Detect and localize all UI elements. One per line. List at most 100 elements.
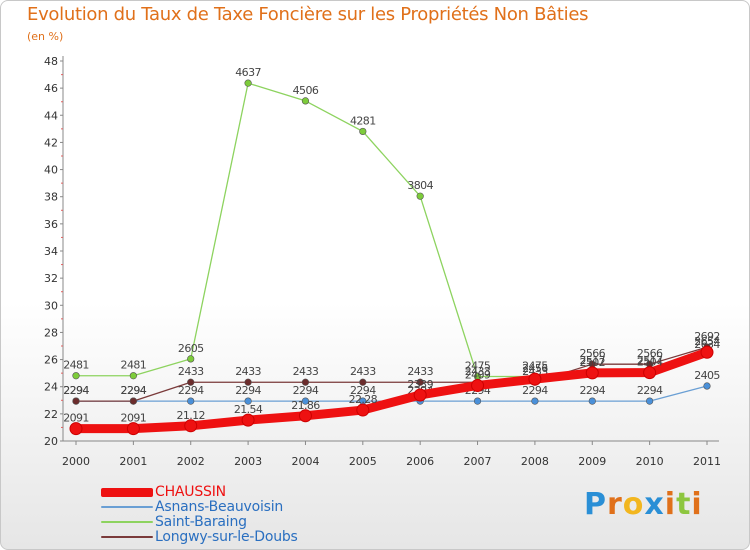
data-label-1: 2481 <box>63 359 89 372</box>
data-point-2 <box>416 378 424 386</box>
data-point-2 <box>301 378 310 386</box>
x-tick-label: 2002 <box>177 455 205 468</box>
data-label-1: 3804 <box>407 179 433 192</box>
data-label-2: 2433 <box>350 365 376 378</box>
data-label-2: 2433 <box>178 365 204 378</box>
data-label-0: 2294 <box>637 384 663 397</box>
data-label-3: 21.54 <box>234 403 263 416</box>
logo-letter: t <box>676 487 692 522</box>
y-tick-label: 48 <box>44 55 58 68</box>
data-point-1 <box>187 355 195 363</box>
data-point-0 <box>473 397 482 405</box>
data-point-1 <box>359 127 367 136</box>
logo-letter: i <box>664 487 677 522</box>
data-label-2: 2433 <box>235 365 261 378</box>
x-tick-label: 2007 <box>464 455 492 468</box>
data-point-0 <box>531 397 539 405</box>
data-label-0: 2294 <box>178 384 204 397</box>
data-label-0: 2294 <box>235 384 261 397</box>
data-label-0: 2405 <box>694 369 720 382</box>
data-point-0 <box>646 397 654 405</box>
data-point-chaussin <box>356 403 370 417</box>
data-point-chaussin <box>471 378 485 392</box>
legend-swatch-saint-baraing <box>101 521 153 523</box>
y-tick-label: 32 <box>44 272 58 285</box>
y-tick-label: 22 <box>44 408 58 421</box>
data-point-0 <box>588 397 596 405</box>
data-label-3: 2654 <box>694 335 720 348</box>
data-point-chaussin <box>643 366 657 380</box>
data-label-1: 2481 <box>121 359 147 372</box>
data-point-chaussin <box>241 413 255 427</box>
data-point-2 <box>359 378 367 386</box>
y-tick-label: 34 <box>44 245 58 258</box>
data-label-3: 2339 <box>407 378 433 391</box>
x-tick-label: 2001 <box>119 455 147 468</box>
data-label-1: 4281 <box>350 114 376 127</box>
data-point-chaussin <box>126 422 140 436</box>
proxiti-logo: Proxiti <box>584 487 703 522</box>
y-tick-label: 20 <box>44 435 58 448</box>
series-line-3 <box>71 347 712 434</box>
data-point-0 <box>301 397 310 405</box>
data-point-1 <box>301 97 310 105</box>
data-label-2: 2294 <box>121 384 147 397</box>
data-label-0: 2294 <box>121 384 147 397</box>
data-label-3: 2409 <box>465 368 491 381</box>
y-tick-label: 24 <box>44 381 58 394</box>
series-line-1 <box>75 82 708 378</box>
data-label-1: 2475 <box>465 360 491 373</box>
data-label-0: 2294 <box>579 384 605 397</box>
data-label-3: 2091 <box>121 412 147 425</box>
x-tick-label: 2004 <box>291 455 319 468</box>
legend-swatch-longwy-sur-le-doubs <box>101 536 153 538</box>
data-label-1: 4506 <box>293 84 319 97</box>
data-point-chaussin <box>528 372 542 386</box>
data-point-chaussin <box>184 419 198 433</box>
data-label-0: 2294 <box>63 384 89 397</box>
logo-letter: x <box>644 487 665 522</box>
data-label-1: 4637 <box>235 66 261 79</box>
x-tick-label: 2008 <box>521 455 549 468</box>
logo-letter: i <box>691 487 703 522</box>
logo-letter: P <box>584 487 607 522</box>
legend-label-chaussin: CHAUSSIN <box>155 484 226 500</box>
data-point-chaussin <box>700 345 714 359</box>
x-tick-label: 2011 <box>693 455 721 468</box>
data-point-0 <box>187 397 195 405</box>
data-point-2 <box>244 378 252 386</box>
logo-letter: r <box>607 487 623 522</box>
data-label-1: 2605 <box>178 342 204 355</box>
y-tick-label: 36 <box>44 218 58 231</box>
legend-label-saint-baraing: Saint-Baraing <box>155 514 247 530</box>
x-tick-label: 2010 <box>636 455 664 468</box>
y-tick-label: 26 <box>44 354 58 367</box>
y-tick-label: 30 <box>44 299 58 312</box>
y-tick-label: 28 <box>44 326 58 339</box>
data-point-1 <box>72 372 80 380</box>
chart-title: Evolution du Taux de Taxe Foncière sur l… <box>27 4 589 25</box>
y-tick-label: 40 <box>44 164 58 177</box>
data-point-chaussin <box>69 422 83 436</box>
legend-swatch-asnans-beauvoisin <box>101 506 153 508</box>
data-point-1 <box>129 372 137 380</box>
x-tick-label: 2003 <box>234 455 262 468</box>
data-label-3: 2456 <box>522 362 548 375</box>
x-tick-label: 2000 <box>62 455 90 468</box>
y-tick-label: 38 <box>44 191 58 204</box>
data-label-2: 2294 <box>63 384 89 397</box>
data-point-0 <box>703 382 711 390</box>
data-label-3: 2091 <box>63 412 89 425</box>
y-tick-label: 42 <box>44 136 58 149</box>
data-point-1 <box>244 79 252 87</box>
series-line-2 <box>75 346 708 402</box>
legend-label-longwy-sur-le-doubs: Longwy-sur-le-Doubs <box>155 529 298 545</box>
legend-label-asnans-beauvoisin: Asnans-Beauvoisin <box>155 499 284 515</box>
data-label-2: 2433 <box>407 365 433 378</box>
data-point-chaussin <box>413 388 427 402</box>
y-tick-label: 44 <box>44 109 58 122</box>
x-tick-label: 2009 <box>578 455 606 468</box>
data-point-2 <box>72 397 80 405</box>
data-label-3: 2504 <box>637 356 663 369</box>
